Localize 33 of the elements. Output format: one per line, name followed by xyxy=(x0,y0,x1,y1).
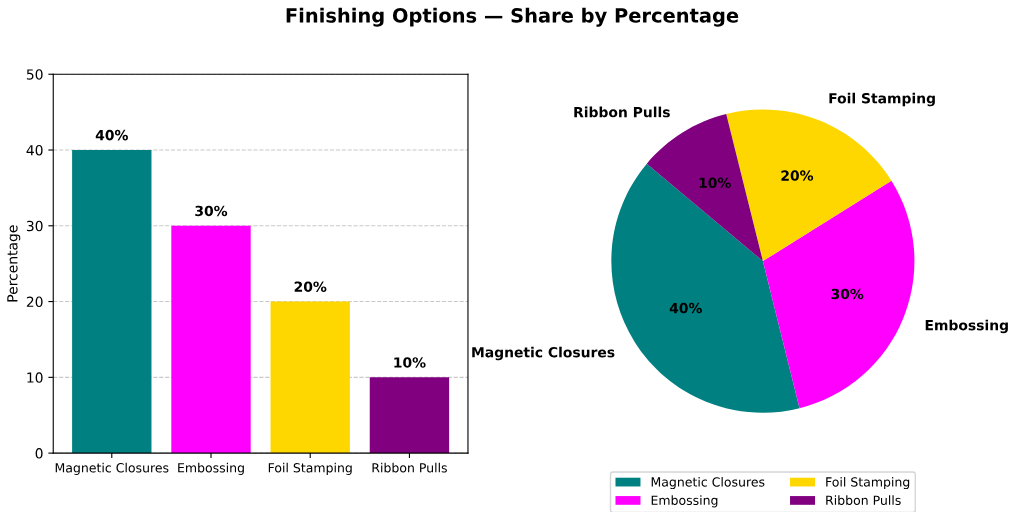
legend-label: Foil Stamping xyxy=(826,476,910,490)
data-label: 30% xyxy=(831,288,864,300)
y-tick-label: 30 xyxy=(26,220,43,232)
text: Finishing Options — Share by Percentage xyxy=(286,7,739,27)
bar xyxy=(270,301,350,454)
legend-label: Magnetic Closures xyxy=(651,476,765,490)
y-axis-title: Percentage xyxy=(7,225,21,302)
slice-label: Embossing xyxy=(925,319,1008,334)
y-tick-label: 0 xyxy=(35,448,43,459)
bar xyxy=(369,377,450,454)
legend-label: Embossing xyxy=(651,495,718,508)
slice-label: Ribbon Pulls xyxy=(574,106,670,118)
data-label: 20% xyxy=(294,281,327,292)
slice-label: Foil Stamping xyxy=(829,92,935,107)
x-tick-label: Foil Stamping xyxy=(268,462,352,475)
x-tick-label: Embossing xyxy=(178,462,244,475)
data-label: 40% xyxy=(95,129,128,141)
y-tick-label: 20 xyxy=(26,296,43,308)
pie-slice xyxy=(762,180,915,409)
legend-label: Ribbon Pulls xyxy=(826,495,901,505)
data-label: 10% xyxy=(394,357,426,368)
data-label: 30% xyxy=(195,205,228,217)
x-tick-label: Ribbon Pulls xyxy=(372,462,447,473)
y-tick-label: 50 xyxy=(26,69,43,80)
y-tick-label: 40 xyxy=(26,144,43,156)
slice-label: Magnetic Closures xyxy=(472,346,615,361)
data-label: 20% xyxy=(781,170,814,181)
y-tick-label: 10 xyxy=(27,372,43,383)
x-tick-label: Magnetic Closures xyxy=(55,462,169,475)
bar xyxy=(171,225,251,454)
data-label: 40% xyxy=(669,302,702,314)
bar xyxy=(72,150,152,454)
data-label: 10% xyxy=(699,177,731,189)
